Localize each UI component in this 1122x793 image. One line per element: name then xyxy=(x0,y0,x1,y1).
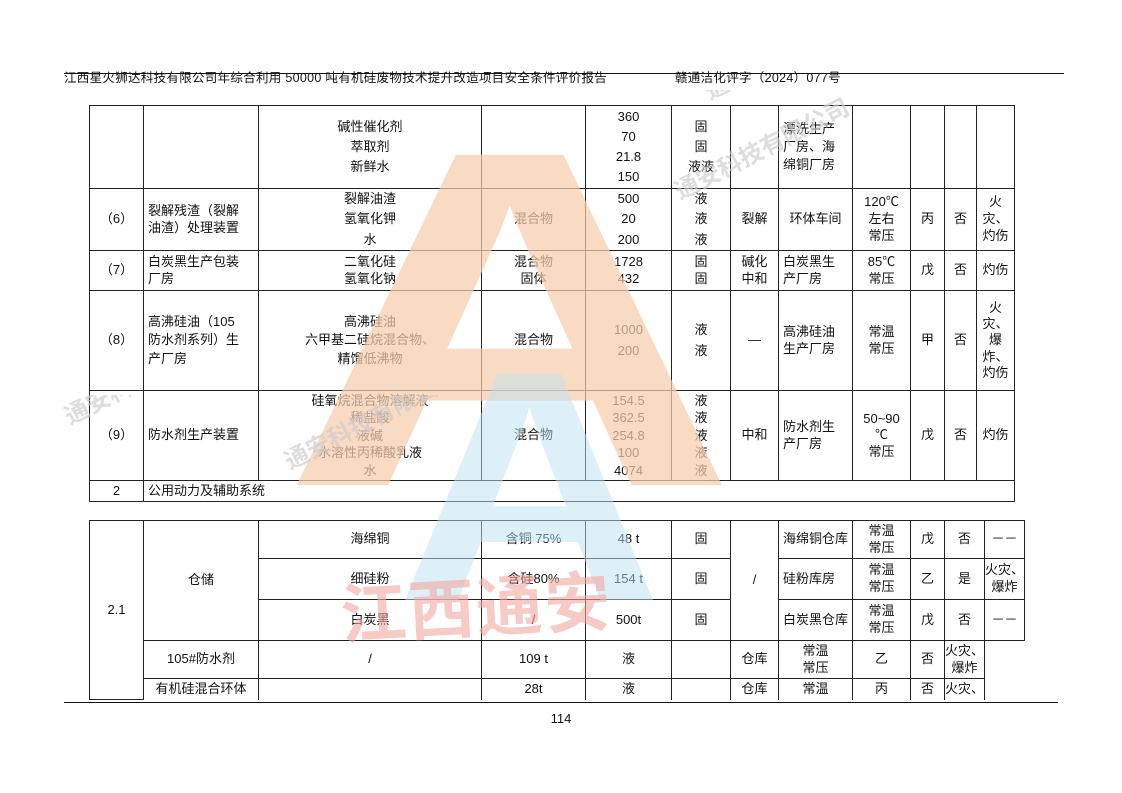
svg-text:通安科技有限公司: 通安科技有限公司 xyxy=(697,90,884,106)
